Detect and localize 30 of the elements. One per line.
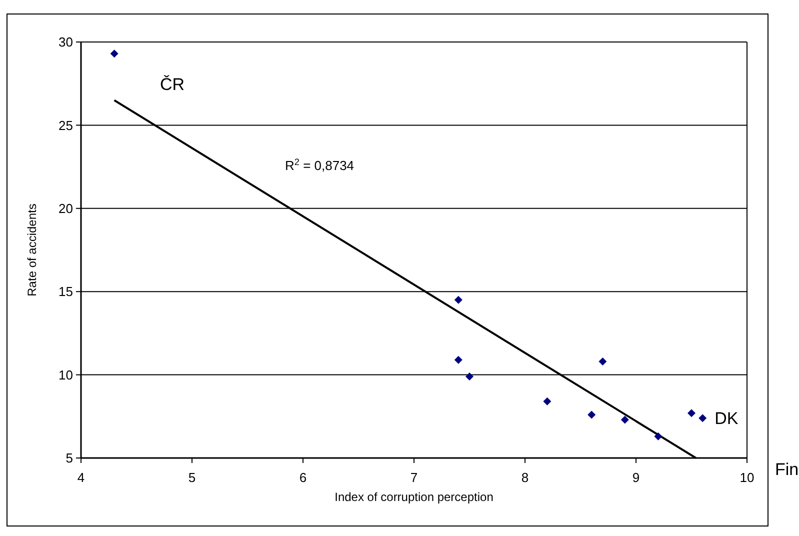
x-tick-label: 10 (740, 470, 754, 485)
x-tick-label: 5 (188, 470, 196, 485)
point (110, 50, 118, 58)
y-tick-label: 20 (58, 200, 73, 216)
point (688, 409, 696, 418)
point (698, 414, 707, 422)
point (466, 372, 474, 380)
point (588, 410, 596, 419)
x-tick-label: 4 (77, 470, 85, 485)
y-tick-label: 10 (58, 367, 73, 382)
x-tick-label: 9 (632, 470, 640, 485)
point (454, 356, 462, 364)
y-tick-label: 25 (58, 118, 73, 133)
point (454, 296, 462, 304)
y-tick-label: 5 (66, 450, 73, 466)
point (543, 397, 552, 406)
annotation: DK (714, 409, 739, 428)
y-tick-label: 15 (58, 284, 73, 300)
point (654, 432, 662, 440)
x-tick-label: 6 (299, 470, 307, 485)
x-tick-label: 8 (521, 470, 529, 485)
point (598, 357, 607, 366)
annotation: ČR (160, 75, 185, 94)
point (620, 416, 629, 424)
annotation: R$^{2}$ = 0,8734 (285, 157, 354, 173)
x-axis-title: Index of corruption perception (334, 490, 494, 504)
y-tick-label: 30 (58, 34, 73, 50)
text: Fin (775, 460, 799, 479)
y-axis-title: Rate of accidents (25, 204, 39, 296)
x-tick-label: 7 (410, 470, 418, 485)
